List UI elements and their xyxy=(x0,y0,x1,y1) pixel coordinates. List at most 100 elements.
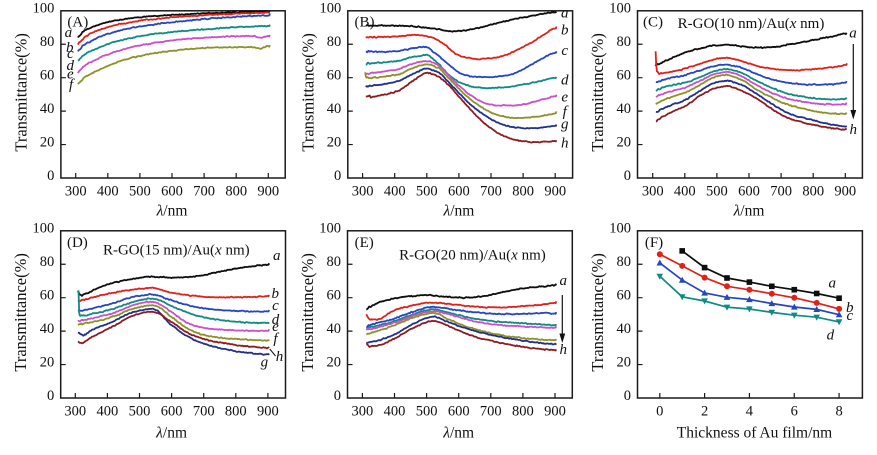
svg-text:400: 400 xyxy=(674,184,696,200)
svg-text:40: 40 xyxy=(327,321,342,337)
svg-text:g: g xyxy=(261,354,269,370)
svg-text:b: b xyxy=(272,286,280,302)
svg-text:60: 60 xyxy=(40,288,55,304)
svg-text:R-GO(15 nm)/Au(x nm): R-GO(15 nm)/Au(x nm) xyxy=(103,242,250,258)
svg-text:300: 300 xyxy=(65,184,87,200)
svg-text:700: 700 xyxy=(193,184,215,200)
svg-text:700: 700 xyxy=(770,184,792,200)
svg-text:Thickness of Au film/nm: Thickness of Au film/nm xyxy=(677,425,832,442)
svg-text:500: 500 xyxy=(416,184,438,200)
svg-text:h: h xyxy=(561,135,569,151)
svg-text:400: 400 xyxy=(384,184,406,200)
svg-text:b: b xyxy=(66,40,74,56)
svg-text:6: 6 xyxy=(791,404,798,420)
svg-text:400: 400 xyxy=(384,404,406,420)
svg-text:f: f xyxy=(273,331,279,347)
svg-text:800: 800 xyxy=(512,404,534,420)
svg-text:40: 40 xyxy=(40,101,55,117)
svg-text:500: 500 xyxy=(416,404,438,420)
svg-text:λ/nm: λ/nm xyxy=(155,425,187,442)
svg-text:60: 60 xyxy=(40,68,55,84)
svg-text:(B): (B) xyxy=(355,15,375,31)
svg-text:80: 80 xyxy=(40,34,55,50)
svg-text:Transmittance(%): Transmittance(%) xyxy=(11,253,30,372)
svg-text:g: g xyxy=(561,117,569,133)
svg-text:h: h xyxy=(850,122,858,138)
svg-text:60: 60 xyxy=(327,288,342,304)
svg-text:0: 0 xyxy=(624,168,631,184)
svg-text:h: h xyxy=(560,342,568,358)
svg-text:300: 300 xyxy=(642,184,664,200)
svg-text:40: 40 xyxy=(327,101,342,117)
svg-text:20: 20 xyxy=(40,135,55,151)
svg-text:800: 800 xyxy=(225,404,247,420)
svg-text:Transmittance(%): Transmittance(%) xyxy=(588,253,607,372)
svg-text:600: 600 xyxy=(448,184,470,200)
svg-text:e: e xyxy=(272,319,279,335)
svg-text:60: 60 xyxy=(617,288,632,304)
svg-text:80: 80 xyxy=(327,34,342,50)
svg-text:d: d xyxy=(827,327,835,343)
svg-text:600: 600 xyxy=(161,404,183,420)
svg-text:20: 20 xyxy=(40,355,55,371)
svg-text:40: 40 xyxy=(40,321,55,337)
svg-text:λ/nm: λ/nm xyxy=(733,203,765,220)
svg-text:(E): (E) xyxy=(355,235,374,251)
svg-text:20: 20 xyxy=(327,355,342,371)
svg-text:0: 0 xyxy=(47,168,54,184)
svg-text:500: 500 xyxy=(129,184,151,200)
svg-text:e: e xyxy=(67,67,74,83)
svg-text:a: a xyxy=(65,25,73,41)
svg-text:0: 0 xyxy=(334,168,341,184)
svg-text:Transmittance(%): Transmittance(%) xyxy=(11,33,30,152)
svg-text:900: 900 xyxy=(544,404,566,420)
svg-text:d: d xyxy=(67,58,75,74)
svg-text:600: 600 xyxy=(161,184,183,200)
svg-text:d: d xyxy=(272,312,280,328)
svg-text:a: a xyxy=(829,276,837,292)
svg-text:h: h xyxy=(276,349,284,365)
svg-text:a: a xyxy=(849,26,857,42)
svg-text:2: 2 xyxy=(701,404,708,420)
svg-text:(F): (F) xyxy=(645,235,663,251)
svg-text:e: e xyxy=(561,90,568,106)
svg-text:λ/nm: λ/nm xyxy=(442,425,474,442)
svg-text:900: 900 xyxy=(834,184,856,200)
svg-text:100: 100 xyxy=(320,1,342,17)
svg-text:(D): (D) xyxy=(67,235,88,251)
svg-text:d: d xyxy=(561,73,569,89)
svg-text:40: 40 xyxy=(617,101,632,117)
svg-text:300: 300 xyxy=(352,184,374,200)
svg-text:R-GO(10 nm)/Au(x nm): R-GO(10 nm)/Au(x nm) xyxy=(678,16,825,32)
svg-text:80: 80 xyxy=(617,254,632,270)
svg-text:20: 20 xyxy=(327,135,342,151)
svg-text:0: 0 xyxy=(656,404,663,420)
svg-text:(C): (C) xyxy=(643,15,663,31)
svg-text:300: 300 xyxy=(352,404,374,420)
svg-text:700: 700 xyxy=(193,404,215,420)
svg-text:100: 100 xyxy=(32,221,54,237)
svg-text:b: b xyxy=(846,300,854,316)
svg-text:100: 100 xyxy=(609,221,631,237)
svg-text:900: 900 xyxy=(257,184,279,200)
svg-text:f: f xyxy=(69,77,75,93)
svg-text:4: 4 xyxy=(746,404,754,420)
svg-text:λ/nm: λ/nm xyxy=(442,203,474,220)
svg-text:80: 80 xyxy=(617,34,632,50)
svg-text:40: 40 xyxy=(617,321,632,337)
svg-text:80: 80 xyxy=(327,254,342,270)
svg-text:a: a xyxy=(560,273,568,289)
svg-text:100: 100 xyxy=(319,221,341,237)
svg-text:800: 800 xyxy=(802,184,824,200)
svg-text:600: 600 xyxy=(448,404,470,420)
svg-text:c: c xyxy=(272,298,279,314)
svg-text:0: 0 xyxy=(47,388,54,404)
svg-text:Transmittance(%): Transmittance(%) xyxy=(298,253,317,372)
svg-text:λ/nm: λ/nm xyxy=(156,203,188,220)
svg-text:100: 100 xyxy=(33,1,55,17)
svg-text:500: 500 xyxy=(129,404,151,420)
svg-text:c: c xyxy=(846,308,853,324)
svg-text:Transmittance(%): Transmittance(%) xyxy=(298,33,317,152)
svg-text:20: 20 xyxy=(617,135,632,151)
svg-text:60: 60 xyxy=(617,68,632,84)
